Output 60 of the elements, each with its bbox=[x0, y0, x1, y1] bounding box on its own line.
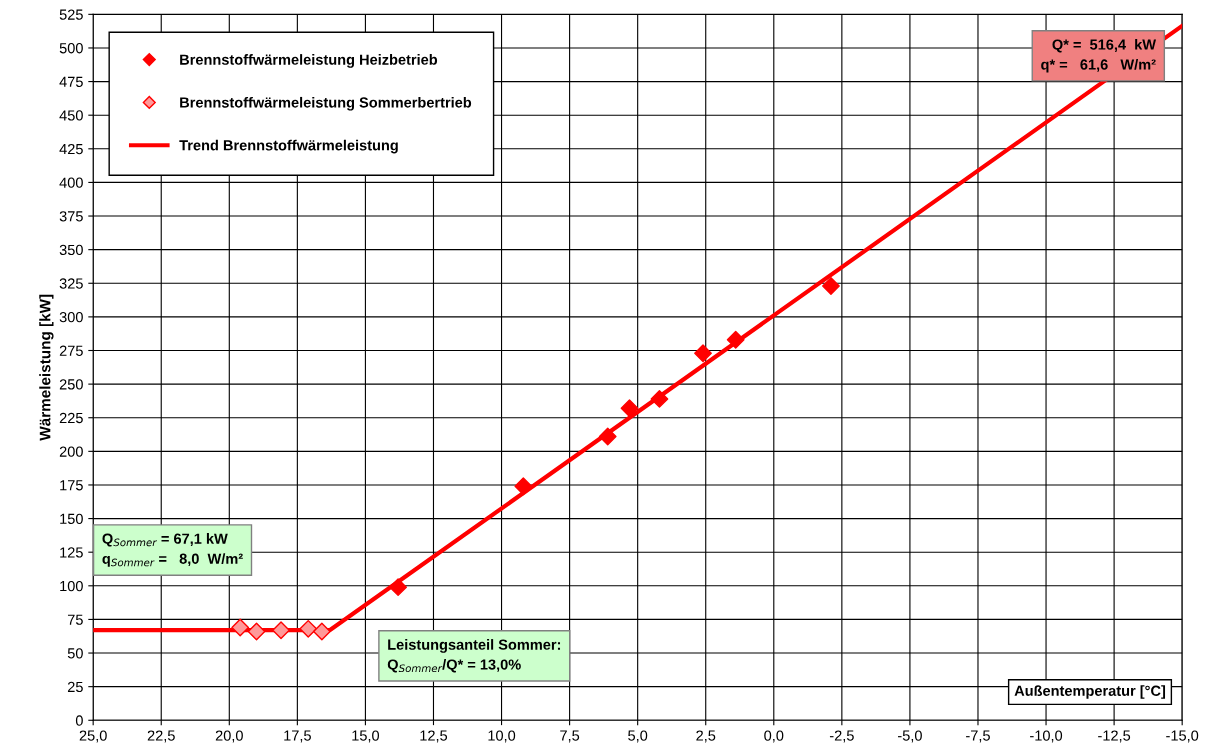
x-tick-label: 25,0 bbox=[79, 730, 107, 743]
annotation: Q* = 516,4 kW q* = 61,6 W/m² bbox=[1041, 39, 1157, 73]
point bbox=[389, 578, 408, 597]
x-tick-label: 22,5 bbox=[147, 730, 175, 743]
point bbox=[231, 618, 250, 637]
y-tick-label: 175 bbox=[60, 480, 83, 491]
x-tick-label: 12,5 bbox=[420, 730, 448, 743]
y-tick-label: 475 bbox=[59, 76, 83, 87]
x-axis-title: Außentemperatur [°C] bbox=[1014, 685, 1166, 699]
point bbox=[272, 621, 290, 640]
y-tick-label: 525 bbox=[59, 9, 83, 20]
x-tick-label: 20,0 bbox=[215, 730, 243, 743]
y-tick-label: 375 bbox=[59, 211, 83, 222]
x-tick-label: 5,0 bbox=[628, 730, 648, 743]
x-tick-label: -2,5 bbox=[829, 730, 854, 743]
point bbox=[822, 277, 840, 295]
y-tick-label: 0 bbox=[75, 715, 83, 726]
x-tick-label: 7,5 bbox=[560, 730, 580, 743]
y-tick-label: 325 bbox=[59, 278, 83, 289]
y-tick-label: 100 bbox=[60, 580, 83, 592]
y-tick-label: 75 bbox=[67, 614, 83, 625]
x-tick-label: 17,5 bbox=[284, 730, 311, 743]
y-tick-label: 250 bbox=[59, 379, 83, 390]
x-tick-label: -5,0 bbox=[898, 730, 922, 743]
y-tick-label: 425 bbox=[59, 143, 83, 155]
x-tick-label: 15,0 bbox=[352, 730, 380, 743]
y-axis-title: Wärmeleistung [kW] bbox=[39, 294, 54, 441]
x-tick-label: -12,5 bbox=[1098, 730, 1131, 743]
y-tick-label: 350 bbox=[59, 244, 83, 256]
y-tick-label: 50 bbox=[67, 648, 83, 659]
point bbox=[312, 622, 331, 641]
y-tick-label: 275 bbox=[59, 345, 83, 356]
point bbox=[650, 389, 669, 408]
point bbox=[620, 399, 639, 418]
x-tick-label: -15,0 bbox=[1166, 730, 1199, 743]
y-tick-label: 25 bbox=[67, 681, 83, 693]
legend-label: Brennstoffwärmeleistung Heizbetrieb bbox=[180, 54, 438, 68]
y-tick-label: 500 bbox=[59, 43, 83, 54]
point bbox=[694, 344, 712, 363]
y-tick-label: 150 bbox=[60, 513, 83, 524]
x-tick-label: 10,0 bbox=[488, 730, 516, 743]
y-tick-label: 400 bbox=[59, 177, 83, 188]
legend-label: Brennstoffwärmeleistung Sommerbertrieb bbox=[180, 96, 472, 111]
point bbox=[299, 619, 318, 638]
point bbox=[247, 622, 266, 641]
point bbox=[598, 427, 617, 446]
x-tick-label: -7,5 bbox=[966, 730, 990, 743]
y-tick-label: 300 bbox=[59, 311, 83, 323]
x-tick-label: 0,0 bbox=[764, 730, 784, 743]
point bbox=[514, 477, 533, 496]
point bbox=[726, 330, 745, 349]
x-tick-label: -10,0 bbox=[1030, 730, 1063, 743]
y-tick-label: 450 bbox=[59, 110, 83, 121]
y-tick-label: 225 bbox=[59, 412, 83, 424]
x-tick-label: 2,5 bbox=[696, 730, 716, 743]
y-tick-label: 125 bbox=[60, 547, 83, 558]
y-tick-label: 200 bbox=[59, 446, 83, 457]
legend-label: Trend Brennstoffwärmeleistung bbox=[179, 139, 398, 154]
annotation: Leistungsanteil Sommer: Q$_{Sommer}$/Q* = 13,0% bbox=[387, 639, 561, 673]
text: Q$_{Sommer}$ = 67,1 kW q$_{Sommer}$ = 8,0 W/m² bbox=[102, 533, 243, 567]
